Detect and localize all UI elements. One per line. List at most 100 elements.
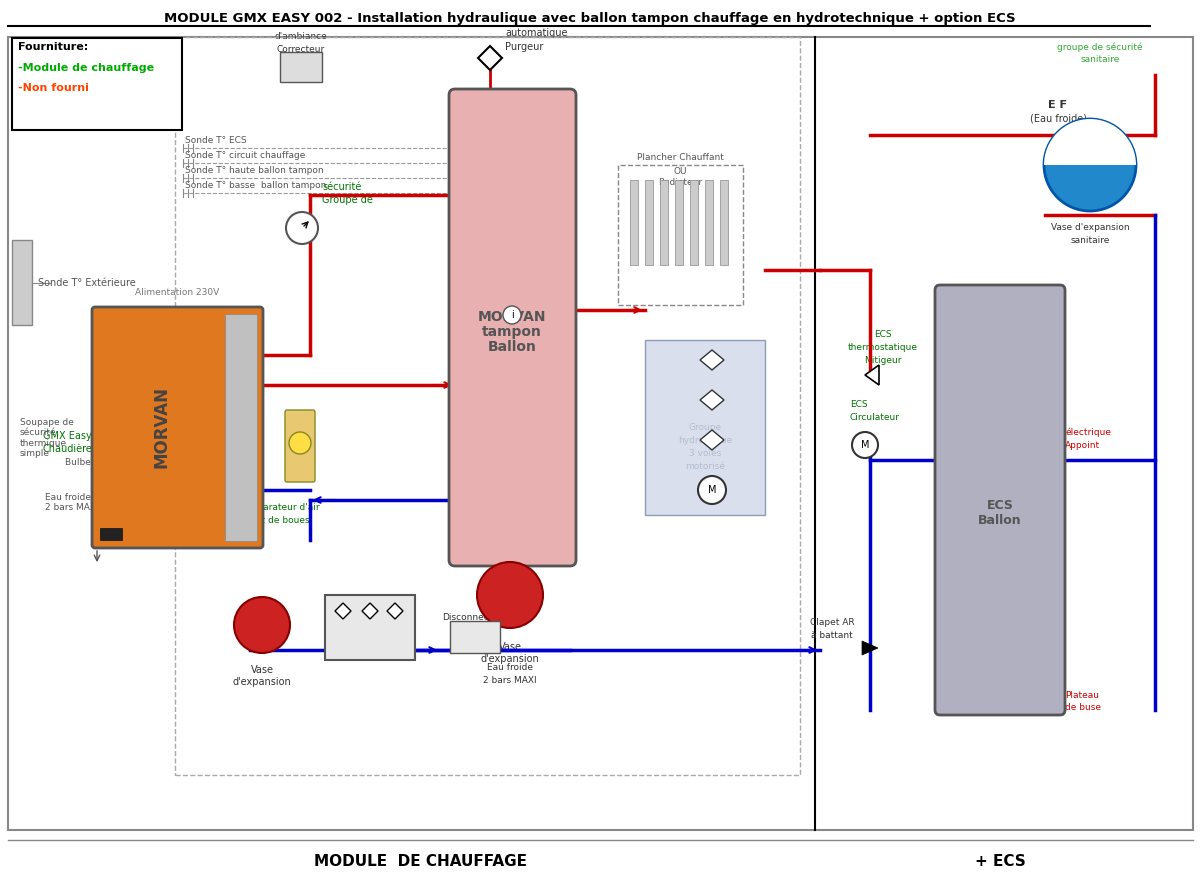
Text: Ballon: Ballon <box>487 340 536 354</box>
Text: Appoint: Appoint <box>1066 440 1100 449</box>
Text: d'expansion: d'expansion <box>481 654 539 664</box>
Bar <box>660 180 668 265</box>
Text: et de boues: et de boues <box>256 516 310 525</box>
Text: ECS: ECS <box>874 330 892 339</box>
Polygon shape <box>865 365 878 385</box>
Text: -Non fourni: -Non fourni <box>18 83 89 93</box>
Text: Sonde T° basse  ballon tampon: Sonde T° basse ballon tampon <box>185 181 326 190</box>
Circle shape <box>289 432 311 454</box>
Text: Eau froide: Eau froide <box>487 663 533 672</box>
Text: Sonde T° circuit chauffage: Sonde T° circuit chauffage <box>185 151 305 160</box>
FancyBboxPatch shape <box>286 410 314 482</box>
Bar <box>100 528 122 540</box>
Text: Disconnecteur: Disconnecteur <box>443 613 508 622</box>
Text: Chaudière: Chaudière <box>42 444 92 454</box>
Text: Sonde T° Extérieure: Sonde T° Extérieure <box>38 278 136 288</box>
Text: E C: E C <box>976 302 995 312</box>
Text: automatique: automatique <box>505 28 568 38</box>
Text: MORVAN: MORVAN <box>154 386 172 468</box>
Text: Vase d'expansion: Vase d'expansion <box>1051 222 1129 231</box>
Text: Groupe: Groupe <box>689 423 721 432</box>
Text: groupe de sécurité: groupe de sécurité <box>1057 43 1142 52</box>
Polygon shape <box>362 603 378 619</box>
Text: (Eau chaude): (Eau chaude) <box>953 315 1018 325</box>
Text: Plateau: Plateau <box>1066 690 1099 700</box>
Text: -Module de chauffage: -Module de chauffage <box>18 63 154 73</box>
Polygon shape <box>700 390 724 410</box>
Text: i: i <box>511 310 514 320</box>
Text: de buse: de buse <box>1066 703 1102 712</box>
FancyBboxPatch shape <box>449 89 576 566</box>
Bar <box>325 595 415 660</box>
Text: Mitigeur: Mitigeur <box>864 356 901 365</box>
Bar <box>618 165 743 305</box>
Text: Sonde T° haute ballon tampon: Sonde T° haute ballon tampon <box>185 166 324 175</box>
Text: hydraulique: hydraulique <box>678 436 732 445</box>
Circle shape <box>1044 119 1136 211</box>
Text: sanitaire: sanitaire <box>1070 236 1110 245</box>
Polygon shape <box>700 350 724 370</box>
Circle shape <box>852 432 878 458</box>
Circle shape <box>234 597 290 653</box>
Text: Eau froide
2 bars MAXI: Eau froide 2 bars MAXI <box>46 493 98 512</box>
Text: Correcteur: Correcteur <box>277 45 325 54</box>
Text: 2 bars MAXI: 2 bars MAXI <box>484 676 536 685</box>
Text: 3 voies: 3 voies <box>689 449 721 458</box>
Text: Fourniture:: Fourniture: <box>18 42 89 52</box>
Bar <box>12 38 182 130</box>
Bar <box>12 240 32 325</box>
Text: + ECS: + ECS <box>974 854 1025 869</box>
Text: d'ambiance: d'ambiance <box>275 32 328 41</box>
Wedge shape <box>1044 119 1136 165</box>
Text: motorisé: motorisé <box>685 462 725 471</box>
FancyBboxPatch shape <box>92 307 263 548</box>
Text: avec: avec <box>360 641 380 650</box>
Bar <box>720 180 728 265</box>
Bar <box>646 340 766 515</box>
Text: Ballon: Ballon <box>978 514 1022 526</box>
Bar <box>175 37 800 775</box>
Circle shape <box>478 562 542 628</box>
Text: (Eau froide): (Eau froide) <box>1030 113 1086 123</box>
Text: électrique: électrique <box>1066 427 1111 437</box>
Text: MODULE  DE CHAUFFAGE: MODULE DE CHAUFFAGE <box>313 854 527 869</box>
Polygon shape <box>335 603 352 619</box>
Bar <box>450 621 500 653</box>
Text: thermostatique: thermostatique <box>848 343 918 352</box>
Bar <box>674 180 683 265</box>
Text: Groupe de: Groupe de <box>322 195 373 205</box>
Text: tampon: tampon <box>482 325 542 339</box>
Circle shape <box>286 212 318 244</box>
Bar <box>706 180 713 265</box>
Text: OU: OU <box>673 167 686 176</box>
Text: à battant: à battant <box>811 631 853 640</box>
Text: GMX Easy: GMX Easy <box>43 431 92 441</box>
Text: Séparateur d'air: Séparateur d'air <box>246 502 320 512</box>
Text: ECS: ECS <box>850 400 868 409</box>
Text: Plancher Chauffant: Plancher Chauffant <box>636 153 724 162</box>
Bar <box>646 180 653 265</box>
Text: Vase: Vase <box>498 642 522 652</box>
Text: MODULE GMX EASY 002 - Installation hydraulique avec ballon tampon chauffage en h: MODULE GMX EASY 002 - Installation hydra… <box>164 12 1016 25</box>
Circle shape <box>698 476 726 504</box>
Polygon shape <box>478 46 502 70</box>
Bar <box>226 314 257 541</box>
Bar <box>630 180 638 265</box>
Text: M: M <box>860 440 869 450</box>
Text: Vase: Vase <box>251 665 274 675</box>
Polygon shape <box>862 641 878 655</box>
Text: sanitaire: sanitaire <box>1080 55 1120 64</box>
Text: Radiateur: Radiateur <box>658 178 702 187</box>
Polygon shape <box>700 430 724 450</box>
FancyBboxPatch shape <box>935 285 1066 715</box>
Text: Soupape de
sécurité
thermique
simple: Soupape de sécurité thermique simple <box>20 418 74 458</box>
Bar <box>690 180 698 265</box>
Bar <box>8 37 1193 830</box>
Text: cartouche 61°C: cartouche 61°C <box>337 652 403 661</box>
Bar <box>280 52 322 82</box>
Text: Clapet AR: Clapet AR <box>810 618 854 627</box>
Text: MORVAN: MORVAN <box>478 310 546 324</box>
Text: Purgeur: Purgeur <box>505 42 544 52</box>
Text: Bulbe 95°C: Bulbe 95°C <box>65 457 116 467</box>
Text: Sonde T° ECS: Sonde T° ECS <box>185 136 247 145</box>
